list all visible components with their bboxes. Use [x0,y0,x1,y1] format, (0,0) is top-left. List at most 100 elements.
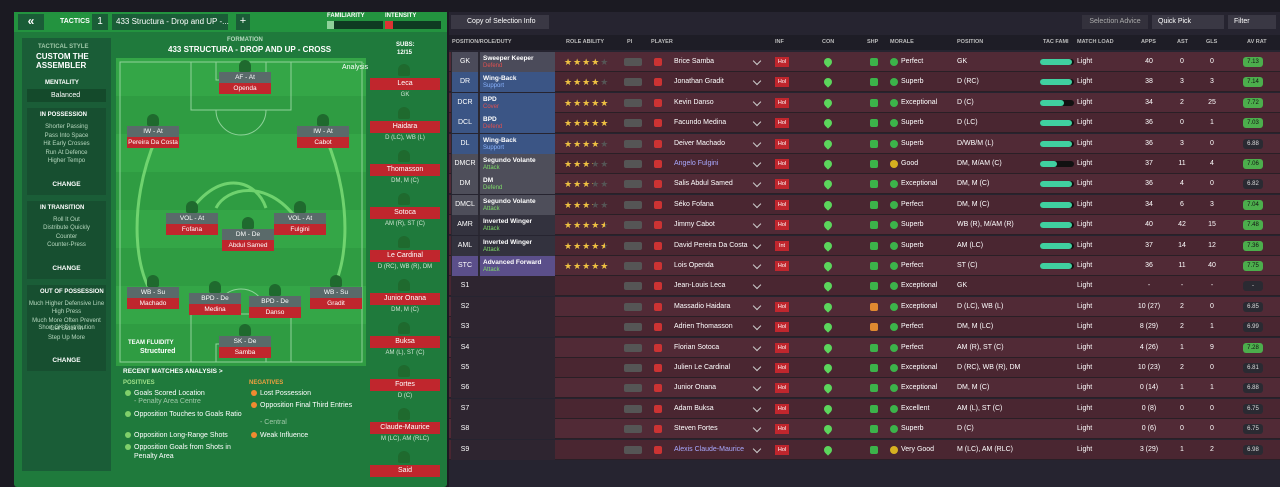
role[interactable]: Inverted Winger [483,218,533,226]
analysis-icon [125,444,131,450]
analysis-item: Lost Possession [260,390,311,397]
instruction: Get Stuck In [49,326,83,332]
back-button[interactable]: « [18,14,44,30]
player-name[interactable]: Pereira Da Costa [127,137,179,148]
player-name[interactable]: Adrien Thomasson [674,323,733,331]
player-name[interactable]: Lois Openda [674,262,714,269]
player-name[interactable]: Facundo Medina [674,119,727,127]
goals: 1 [1210,119,1214,127]
bench-name[interactable]: Sotoca [370,207,440,219]
position: AM (LC) [957,241,984,249]
player-name[interactable]: Gradit [310,298,362,309]
pi-icon [624,221,642,230]
instruction: Counter-Press [47,242,86,248]
filter[interactable]: Filter [1228,15,1276,29]
pi-icon [624,180,642,189]
player-shirt-icon [654,160,662,168]
sharpness-icon [870,384,878,393]
bench-name[interactable]: Thomasson [370,164,440,176]
column-header: PI [627,39,633,45]
role-cell [480,174,555,195]
change-button[interactable]: CHANGE [52,357,81,364]
player-name[interactable]: Brice Samba [674,58,715,65]
role[interactable]: Segundo Volante [483,197,536,205]
bench-name[interactable]: Haidara [370,121,440,133]
goals: 0 [1210,425,1214,433]
player-name[interactable]: Adam Buksa [674,404,714,412]
player-name[interactable]: Salis Abdul Samed [674,180,733,188]
player-name[interactable]: Abdul Samed [222,240,274,251]
view-dropdown[interactable]: Copy of Selection Info [451,15,549,29]
bench-position: DM, M (C) [391,178,419,184]
player-role: BPD - De [189,293,241,304]
table-row [449,113,1280,134]
role[interactable]: BPD [483,95,497,103]
player-name[interactable]: Steven Fortes [674,425,718,433]
sharpness-icon [870,241,878,250]
player-name[interactable]: Angelo Fulgini [674,160,719,167]
player-name[interactable]: Florian Sotoca [674,343,720,351]
player-name[interactable]: Julien Le Cardinal [674,364,731,371]
role[interactable]: Segundo Volante [483,157,536,164]
bench-name[interactable]: Buksa [370,336,440,348]
role[interactable]: Inverted Winger [483,238,533,246]
tactic-name[interactable]: 433 Structura - Drop and UP -... [112,14,229,30]
role[interactable]: BPD [483,116,497,124]
morale: Superb [901,139,924,147]
player-name[interactable]: David Pereira Da Costa [674,241,748,249]
subs-label: SUBS: [396,42,415,48]
goals: 4 [1210,160,1214,167]
player-name[interactable]: Deiver Machado [674,139,725,147]
player-name[interactable]: Samba [219,347,271,358]
morale-icon [890,200,898,209]
selection-advice[interactable]: Selection Advice [1082,15,1148,29]
column-header: AST [1177,39,1188,45]
slot: DR [452,72,478,93]
bench-name[interactable]: Claude-Maurice [370,422,440,434]
player-name[interactable]: Danso [249,307,301,318]
change-button[interactable]: CHANGE [52,180,81,188]
role[interactable]: DM [483,177,494,185]
player-name[interactable]: Jimmy Cabot [674,221,715,229]
table-row [449,92,1280,113]
player-name[interactable]: Massadio Haidara [674,302,731,310]
player-name[interactable]: Jonathan Gradit [674,78,724,86]
analysis-item: Opposition Long-Range Shots [134,432,228,439]
fluidity-label: TEAM FLUIDITY [128,340,174,346]
player-shirt-icon [654,343,662,352]
player-name[interactable]: Machado [127,298,179,309]
average-rating: 7.03 [1243,118,1263,129]
player-name[interactable]: Alexis Claude-Maurice [674,445,745,453]
player-shirt-icon [654,445,662,454]
player-name[interactable]: Séko Fofana [674,200,714,208]
style-name: CUSTOM THE ASSEMBLER [36,52,89,70]
role[interactable]: Advanced Forward [483,259,542,266]
bench-name[interactable]: Le Cardinal [370,250,440,262]
player-name[interactable]: Jean-Louis Leca [674,282,726,290]
player-name[interactable]: Openda [219,83,271,94]
sharpness-icon [870,180,878,189]
role[interactable]: Sweeper Keeper [483,55,534,62]
add-tactic[interactable]: + [236,14,250,30]
bench-name[interactable]: Junior Onana [370,293,440,305]
assists: 6 [1180,200,1184,208]
player-name[interactable]: Cabot [297,137,349,148]
analysis-button[interactable]: Analysis [342,64,369,71]
inf: Hol [775,179,789,190]
role[interactable]: Wing-Back [483,75,517,83]
player-name[interactable]: Medina [189,304,241,315]
player-name[interactable]: Fulgini [274,224,326,235]
quick-pick[interactable]: Quick Pick [1152,15,1224,29]
instruction: Distribute Quickly [43,225,90,231]
mentality[interactable]: Balanced [27,89,106,102]
position: DM, M (C) [957,200,990,208]
position: D/WB/M (L) [957,139,994,147]
change-button[interactable]: CHANGE [52,264,81,272]
role[interactable]: Wing-Back [483,136,517,144]
player-name[interactable]: Fofana [166,224,218,235]
player-name[interactable]: Junior Onana [674,384,717,392]
bench-name[interactable]: Leca [370,78,440,90]
bench-name[interactable]: Said [370,465,440,477]
player-name[interactable]: Kevin Danso [674,98,714,106]
bench-name[interactable]: Fortes [370,379,440,391]
